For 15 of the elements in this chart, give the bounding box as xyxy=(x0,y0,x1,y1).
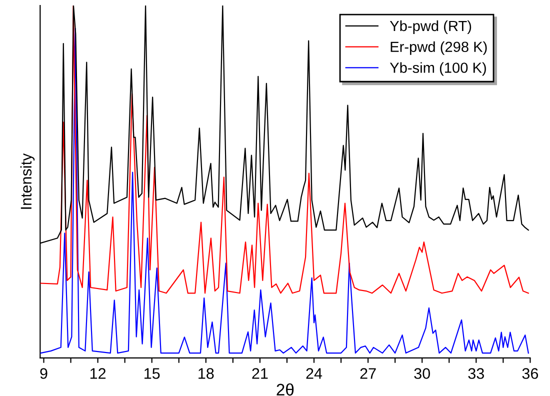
legend-label: Yb-sim (100 K) xyxy=(390,62,486,76)
x-tick-label: 18 xyxy=(198,368,214,379)
x-tick-label: 33 xyxy=(468,368,484,379)
x-tick-label: 24 xyxy=(306,368,322,379)
x-tick-label: 27 xyxy=(360,368,376,379)
x-axis-title: 2θ xyxy=(276,383,294,396)
x-tick-label: 12 xyxy=(90,368,106,379)
legend-label: Yb-pwd (RT) xyxy=(390,20,472,34)
x-tick-label: 36 xyxy=(522,368,538,379)
x-tick-label: 30 xyxy=(414,368,430,379)
x-tick-label: 21 xyxy=(252,368,268,379)
legend-label: Er-pwd (298 K) xyxy=(390,41,487,55)
x-tick-label: 9 xyxy=(40,368,48,379)
y-axis-title: Intensity xyxy=(20,153,35,209)
x-tick-label: 15 xyxy=(144,368,160,379)
